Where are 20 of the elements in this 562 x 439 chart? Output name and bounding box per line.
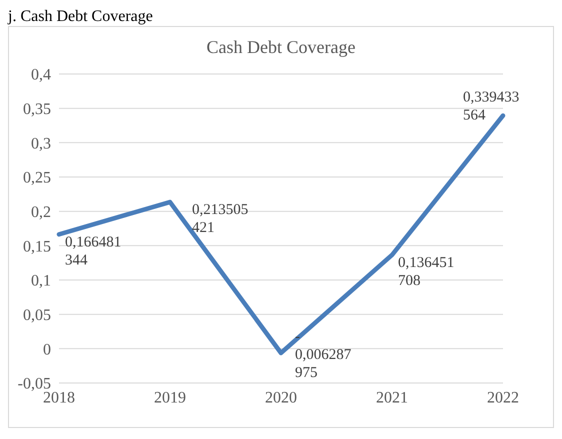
y-tick-label: 0 [43,341,51,358]
y-tick-label: 0,4 [31,66,51,84]
x-tick-label: 2022 [487,389,519,406]
x-tick-label: 2019 [154,389,186,406]
chart-title: Cash Debt Coverage [206,37,356,58]
y-tick-label: 0,05 [23,307,51,324]
data-label: 0,166481344 [65,234,122,268]
y-tick-label: 0,15 [23,238,51,256]
x-tick-label: 2021 [376,389,408,406]
y-tick-label: 0,3 [31,135,51,152]
y-tick-label: 0,2 [31,204,51,222]
data-label: -0,006287975 [295,328,352,381]
data-label: 0,136451708 [398,254,454,289]
text: j. Cash Debt Coverage [8,8,154,26]
data-label: 0,339433564 [463,90,520,124]
y-tick-label: 0,1 [31,272,51,290]
y-tick-label: 0,35 [23,101,51,118]
data-label: 0,213505421 [192,202,248,236]
y-tick-label: 0,25 [23,170,51,187]
x-tick-label: 2020 [265,389,297,406]
